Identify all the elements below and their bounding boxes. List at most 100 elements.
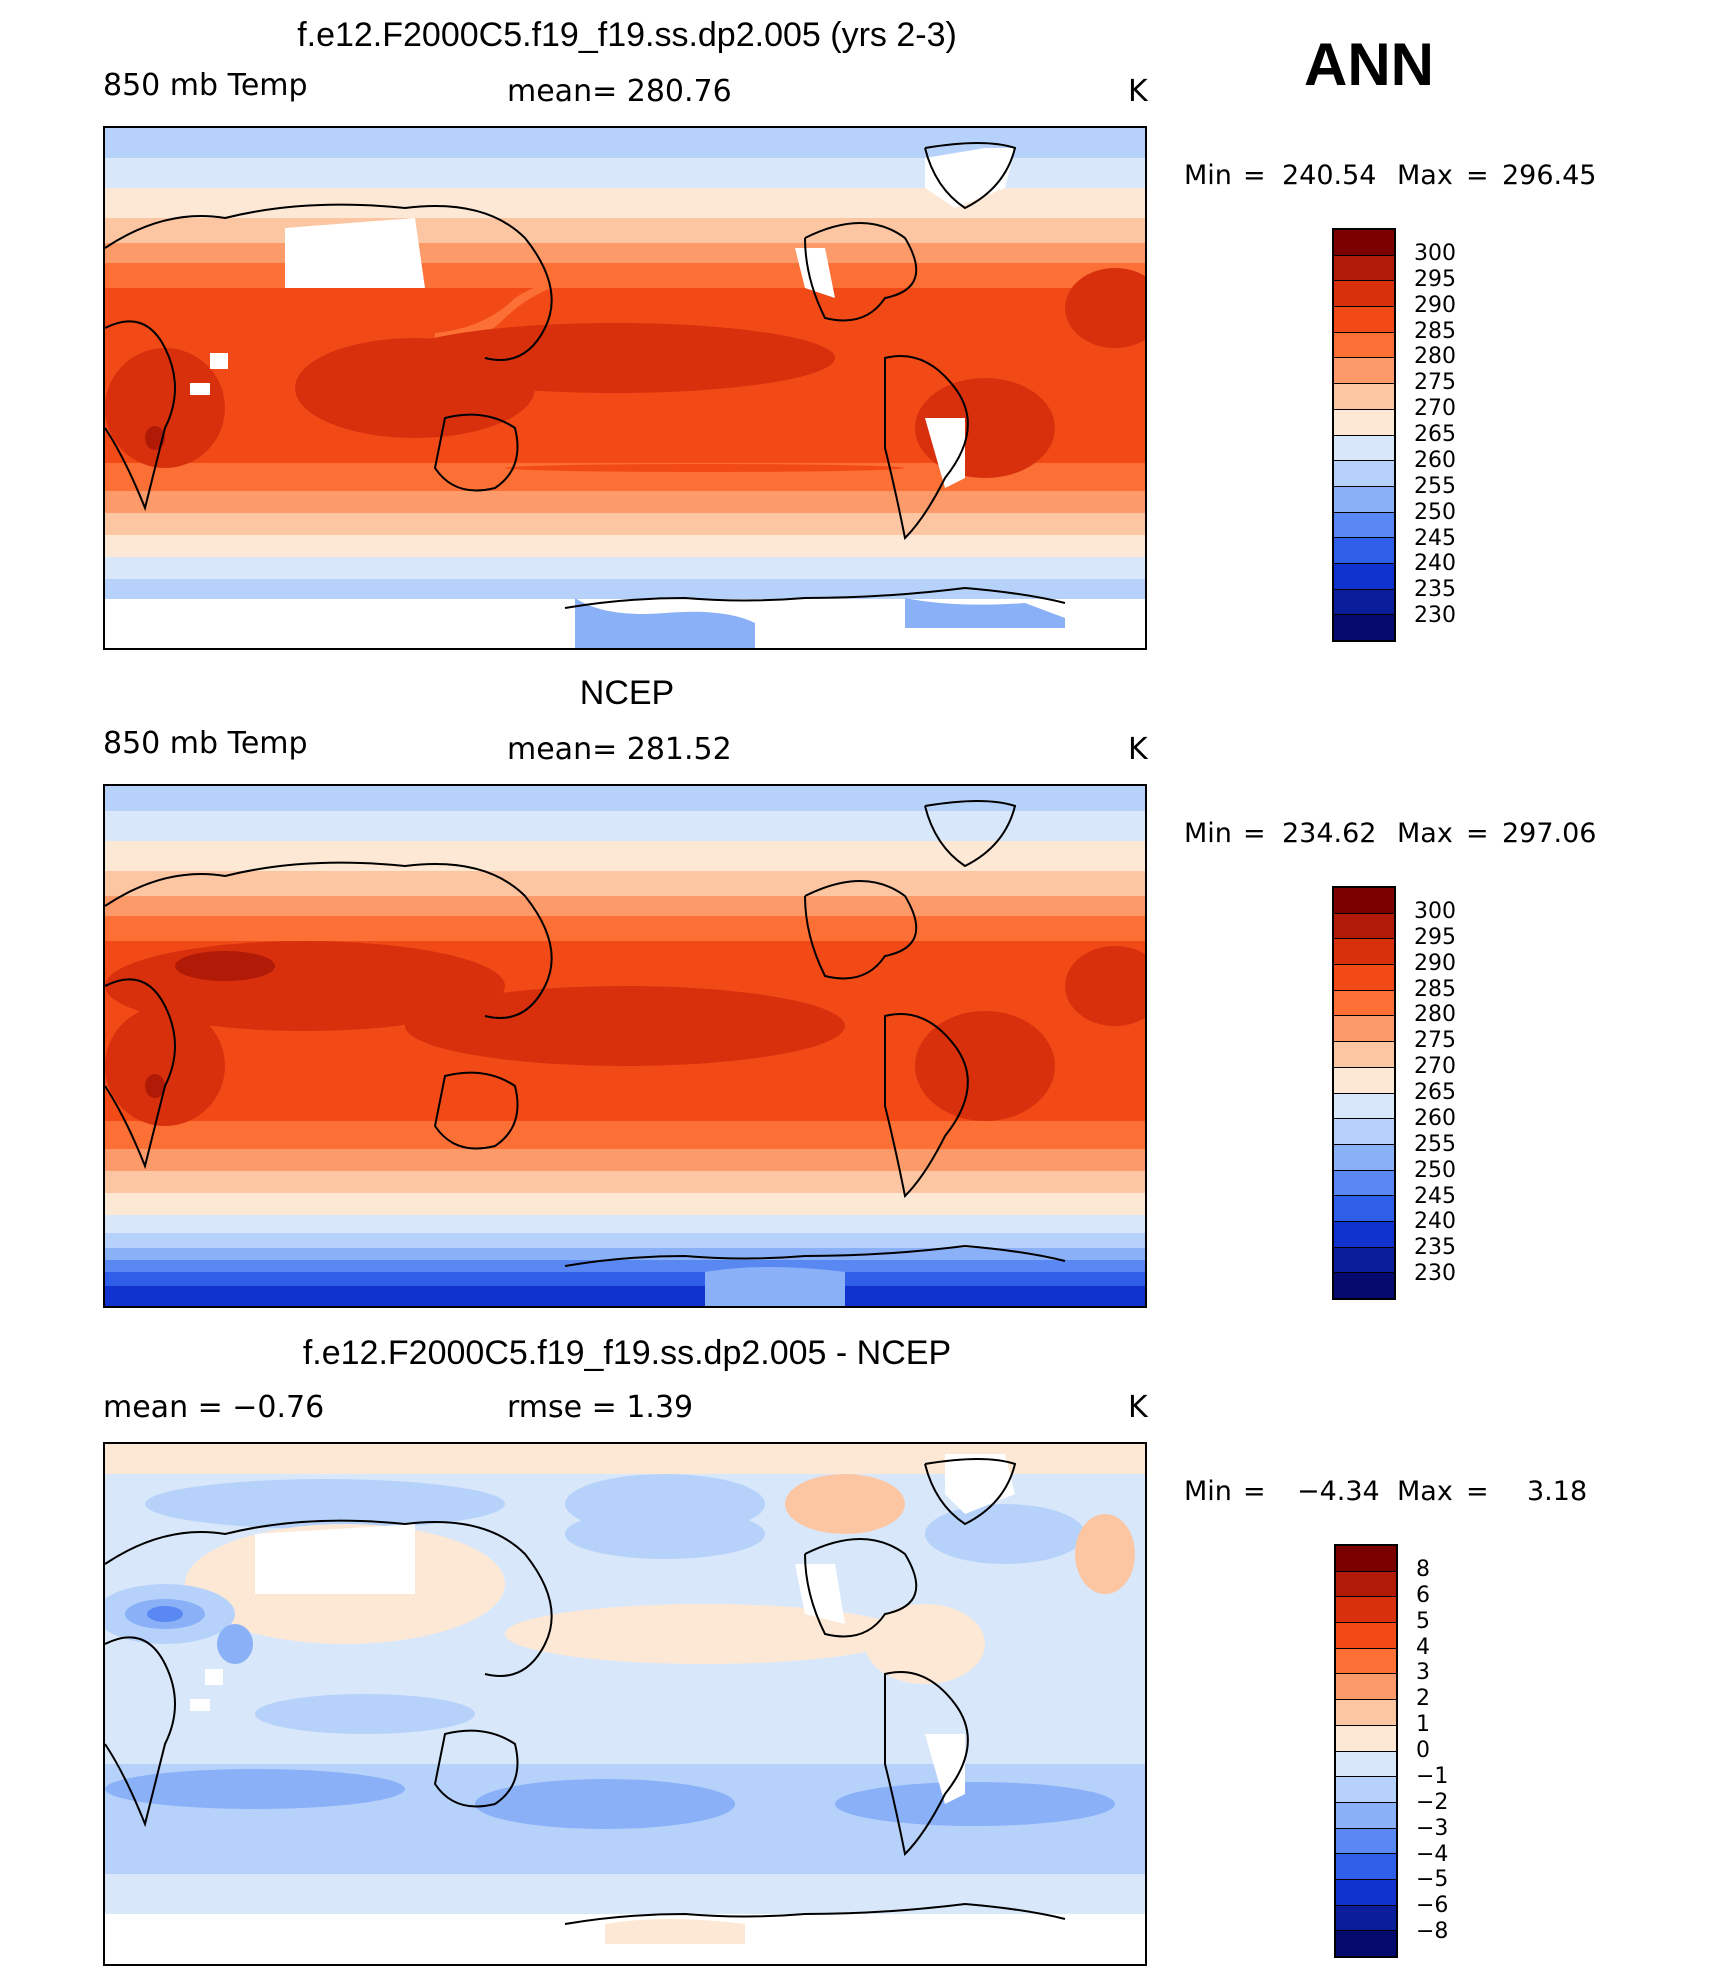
- panel3-colorbar-swatch: [1336, 1853, 1396, 1879]
- panel3-colorbar-tick-label: −5: [1416, 1867, 1449, 1893]
- panel2-colorbar-swatch: [1334, 1220, 1394, 1247]
- panel1-mean-label: mean= 280.76: [507, 74, 732, 109]
- panel1-colorbar-swatch: [1334, 230, 1394, 255]
- panel2-colorbar-tick-label: 270: [1414, 1054, 1456, 1080]
- panel1-map-field: [105, 128, 1145, 648]
- panel1-colorbar-swatch: [1334, 254, 1394, 281]
- panel1-colorbar-swatch: [1334, 408, 1394, 435]
- panel3-rmse-label: rmse = 1.39: [507, 1390, 694, 1425]
- panel3-colorbar-tick-label: 3: [1416, 1660, 1430, 1686]
- panel3-map: [103, 1442, 1147, 1966]
- panel3-colorbar-tick-label: 2: [1416, 1686, 1430, 1712]
- panel3-title: f.e12.F2000C5.f19_f19.ss.dp2.005 - NCEP: [302, 1334, 952, 1372]
- panel1-colorbar-swatch: [1334, 588, 1394, 615]
- panel3-mean-label: mean = −0.76: [103, 1390, 325, 1425]
- panel2-colorbar-swatch: [1334, 1041, 1394, 1067]
- panel1-colorbar-tick-label: 275: [1414, 370, 1456, 396]
- panel3-colorbar-tick-label: 4: [1416, 1634, 1430, 1660]
- panel3-units: K: [1128, 1390, 1148, 1425]
- panel2-colorbar-swatch: [1334, 1015, 1394, 1042]
- panel2-colorbar-tick-label: 300: [1414, 898, 1456, 924]
- panel3-max-value: 3.18: [1527, 1476, 1588, 1507]
- panel3-min-value: −4.34: [1297, 1476, 1380, 1507]
- panel2-colorbar-swatch: [1334, 964, 1394, 990]
- panel2-map: [103, 784, 1147, 1308]
- panel3-colorbar-swatch: [1336, 1546, 1396, 1571]
- panel2-colorbar-swatch: [1334, 912, 1394, 939]
- panel2-colorbar-tick-label: 255: [1414, 1131, 1456, 1157]
- panel2-colorbar-tick-label: 250: [1414, 1157, 1456, 1183]
- panel1-colorbar-tick-label: 285: [1414, 318, 1456, 344]
- panel2-colorbar-swatch: [1334, 938, 1394, 965]
- panel3-colorbar-swatch: [1336, 1776, 1396, 1802]
- panel1-colorbar-swatch: [1334, 511, 1394, 538]
- panel3-map-field: [105, 1444, 1145, 1964]
- panel2-colorbar-tick-label: 230: [1414, 1261, 1456, 1287]
- panel2-max-equals: =: [1466, 818, 1489, 849]
- panel1-colorbar-tick-label: 300: [1414, 240, 1456, 266]
- panel1-colorbar-swatch: [1334, 383, 1394, 409]
- panel2-title: NCEP: [579, 674, 675, 712]
- panel1-min-label: Min: [1184, 160, 1232, 191]
- panel3-colorbar-tick-label: 0: [1416, 1738, 1430, 1763]
- panel2-colorbar: [1332, 886, 1396, 1300]
- panel2-mean-label: mean= 281.52: [507, 732, 732, 767]
- panel3-colorbar-swatch: [1336, 1878, 1396, 1905]
- panel1-min-value: 240.54: [1282, 160, 1377, 191]
- panel2-max-value: 297.06: [1502, 818, 1597, 849]
- panel1-units: K: [1128, 74, 1148, 109]
- panel2-colorbar-tick-label: 235: [1414, 1235, 1456, 1261]
- panel3-colorbar: [1334, 1544, 1398, 1958]
- panel3-colorbar-swatch: [1336, 1930, 1396, 1956]
- panel3-colorbar-swatch: [1336, 1647, 1396, 1674]
- panel3-colorbar-tick-label: 6: [1416, 1582, 1430, 1608]
- panel2-units: K: [1128, 732, 1148, 767]
- panel1-colorbar-swatch: [1334, 460, 1394, 486]
- panel3-colorbar-tick-label: 5: [1416, 1608, 1430, 1634]
- panel1-colorbar-swatch: [1334, 537, 1394, 563]
- panel3-min-equals: =: [1243, 1476, 1266, 1507]
- panel1-colorbar-swatch: [1334, 357, 1394, 384]
- panel2-min-label: Min: [1184, 818, 1232, 849]
- panel1-colorbar-swatch: [1334, 434, 1394, 461]
- panel1-colorbar-tick-label: 240: [1414, 551, 1456, 577]
- panel1-colorbar-tick-label: 290: [1414, 292, 1456, 318]
- panel1-colorbar-tick-label: 235: [1414, 577, 1456, 603]
- panel1-colorbar-tick-label: 255: [1414, 473, 1456, 499]
- panel1-colorbar-tick-label: 245: [1414, 525, 1456, 551]
- panel1-colorbar-tick-label: 260: [1414, 447, 1456, 473]
- panel2-colorbar-tick-label: 240: [1414, 1209, 1456, 1235]
- panel2-colorbar-tick-label: 245: [1414, 1183, 1456, 1209]
- panel2-colorbar-tick-label: 260: [1414, 1105, 1456, 1131]
- panel1-min-equals: =: [1243, 160, 1266, 191]
- panel3-colorbar-tick-label: −2: [1416, 1789, 1449, 1815]
- panel1-colorbar-tick-label: 270: [1414, 396, 1456, 422]
- panel3-colorbar-swatch: [1336, 1904, 1396, 1931]
- panel2-colorbar-swatch: [1334, 1272, 1394, 1298]
- panel3-colorbar-tick-label: −4: [1416, 1841, 1449, 1867]
- panel1-colorbar-swatch: [1334, 562, 1394, 589]
- panel3-colorbar-swatch: [1336, 1750, 1396, 1777]
- panel1-colorbar-tick-label: 280: [1414, 344, 1456, 370]
- panel2-colorbar-tick-label: 275: [1414, 1028, 1456, 1054]
- panel3-colorbar-tick-label: −8: [1416, 1919, 1449, 1945]
- panel2-min-value: 234.62: [1282, 818, 1377, 849]
- panel2-colorbar-tick-label: 265: [1414, 1080, 1456, 1105]
- panel1-colorbar-tick-label: 230: [1414, 603, 1456, 629]
- panel2-max-label: Max: [1397, 818, 1453, 849]
- panel2-colorbar-swatch: [1334, 989, 1394, 1016]
- panel2-colorbar-swatch: [1334, 1169, 1394, 1196]
- panel1-colorbar-tick-label: 295: [1414, 266, 1456, 292]
- panel2-colorbar-swatch: [1334, 888, 1394, 913]
- panel3-colorbar-swatch: [1336, 1801, 1396, 1828]
- panel3-colorbar-swatch: [1336, 1570, 1396, 1597]
- panel3-colorbar-tick-label: −3: [1416, 1815, 1449, 1841]
- panel2-colorbar-tick-label: 290: [1414, 950, 1456, 976]
- panel1-max-equals: =: [1466, 160, 1489, 191]
- panel3-colorbar-tick-label: 1: [1416, 1712, 1430, 1738]
- panel3-max-equals: =: [1466, 1476, 1489, 1507]
- panel3-colorbar-tick-label: −6: [1416, 1893, 1449, 1919]
- panel1-colorbar-swatch: [1334, 280, 1394, 307]
- panel1-colorbar-swatch: [1334, 306, 1394, 332]
- panel2-colorbar-tick-label: 285: [1414, 976, 1456, 1002]
